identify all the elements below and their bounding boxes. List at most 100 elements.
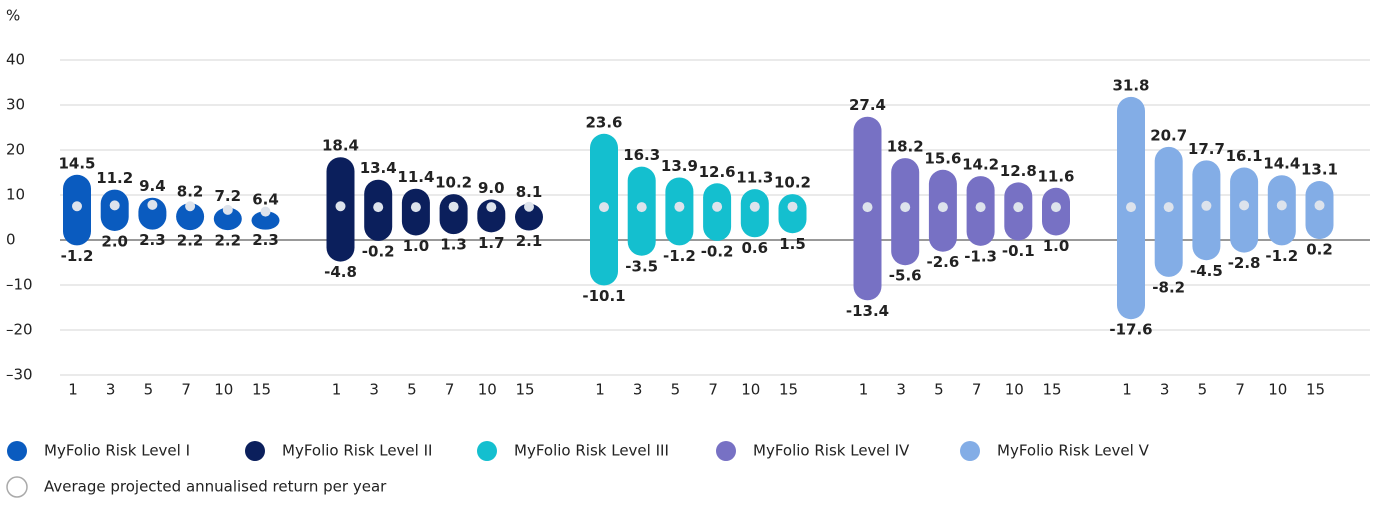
x-tick-label: 3 [896,381,906,399]
low-label: -5.6 [889,267,922,285]
low-label: 1.0 [403,237,430,255]
high-label: 31.8 [1112,76,1149,94]
range-bar [138,197,167,230]
high-label: 14.4 [1263,155,1300,173]
legend-swatch [477,441,497,461]
high-label: 27.4 [849,96,886,114]
x-tick-label: 7 [445,381,455,399]
x-tick-label: 5 [934,381,944,399]
high-label: 15.6 [924,149,961,167]
low-label: -17.6 [1109,321,1152,339]
range-bar [213,207,242,231]
high-label: 16.1 [1226,147,1263,165]
average-dot [599,202,609,213]
x-tick-label: 3 [633,381,643,399]
range-bar [515,203,543,231]
low-label: 1.5 [779,235,806,253]
average-dot [1126,202,1136,213]
high-label: 11.3 [736,169,773,187]
x-tick-label: 15 [1042,381,1061,399]
average-dot [862,202,873,213]
average-dot [260,206,271,217]
x-tick-label: 1 [595,381,605,399]
legend-swatch [6,476,28,498]
x-tick-label: 1 [1122,381,1132,399]
low-label: 1.3 [440,236,467,254]
legend-swatch [245,441,265,461]
average-dot [72,201,82,212]
high-label: 6.4 [252,191,279,209]
legend-label: MyFolio Risk Level IV [753,442,910,460]
legend-swatch [960,441,980,461]
high-label: 13.9 [661,157,698,175]
x-tick-label: 10 [741,381,760,399]
y-tick-label: –10 [6,276,33,294]
average-dot [448,201,459,212]
high-label: 11.6 [1037,167,1074,185]
low-label: -2.6 [926,253,959,271]
legend-label: MyFolio Risk Level I [44,442,190,460]
x-tick-label: 5 [1198,381,1208,399]
range-bar [703,183,732,241]
x-tick-label: 5 [407,381,417,399]
average-dot [787,201,798,212]
high-label: 9.0 [478,179,505,197]
low-label: 0.6 [742,239,769,257]
x-tick-label: 7 [1235,381,1245,399]
legend-label: MyFolio Risk Level II [282,442,432,460]
high-label: 20.7 [1150,126,1187,144]
high-label: 8.2 [177,183,204,201]
average-dot [147,199,158,210]
average-dot [636,202,647,213]
range-bar [477,199,506,233]
high-label: 23.6 [585,113,622,131]
x-tick-label: 1 [332,381,342,399]
x-tick-label: 15 [779,381,798,399]
high-label: 11.2 [96,169,133,187]
low-label: -0.1 [1002,242,1035,260]
low-label: -3.5 [625,257,658,275]
average-dot [1276,200,1287,211]
high-label: 17.7 [1188,140,1225,158]
average-dot [975,202,986,213]
x-tick-label: 15 [252,381,271,399]
range-bar [251,211,280,230]
high-label: 7.2 [215,187,242,205]
legend-swatch [7,441,27,461]
x-tick-label: 1 [859,381,869,399]
low-label: -1.2 [61,247,94,265]
x-tick-label: 7 [972,381,982,399]
range-bar [176,203,205,231]
average-dot [1314,200,1325,211]
average-dot [524,201,534,212]
x-tick-label: 7 [181,381,191,399]
low-label: -0.2 [701,242,734,260]
average-dot [1013,202,1024,213]
y-tick-label: –20 [6,321,33,339]
x-tick-label: 15 [515,381,534,399]
low-label: -2.8 [1228,254,1261,272]
average-dot [486,202,497,213]
low-label: 2.1 [516,232,543,250]
y-tick-label: 0 [6,231,16,249]
x-tick-label: 5 [144,381,154,399]
low-label: 2.3 [139,231,166,249]
average-dot [712,201,723,212]
x-tick-label: 10 [214,381,233,399]
average-dot [900,202,911,213]
low-label: 1.0 [1043,237,1070,255]
y-tick-label: 30 [6,96,25,114]
x-tick-label: 15 [1306,381,1325,399]
range-bar [740,189,769,238]
average-dot [1163,202,1174,213]
low-label: -8.2 [1152,278,1185,296]
average-dot [1201,200,1212,211]
high-label: 18.4 [322,137,359,155]
high-label: 14.2 [962,156,999,174]
low-label: -1.2 [1265,247,1298,265]
low-label: -0.2 [362,242,395,260]
average-dot [109,200,120,211]
average-dot [1051,202,1061,213]
low-label: 2.3 [252,231,279,249]
